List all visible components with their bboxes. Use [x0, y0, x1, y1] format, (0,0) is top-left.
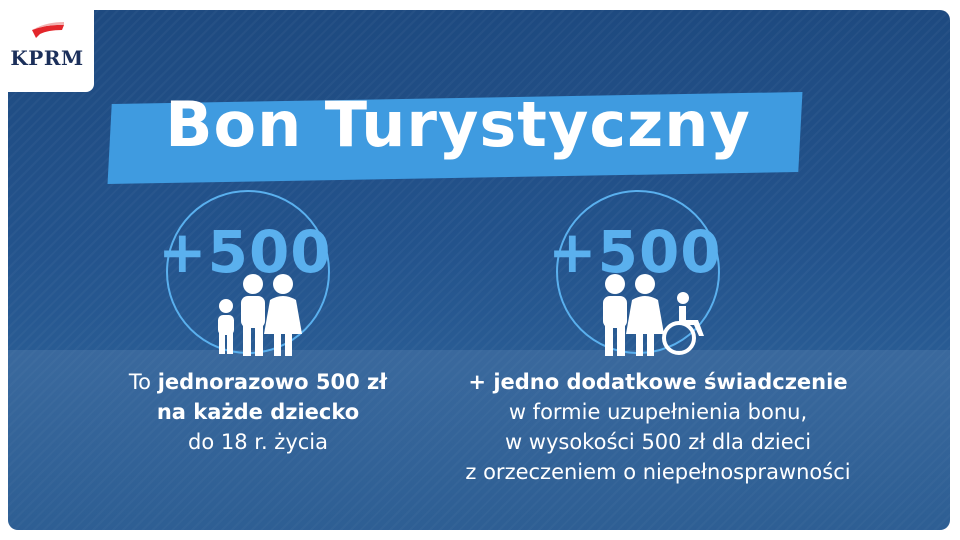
left-caption: To jednorazowo 500 zł na każde dziecko d…	[98, 367, 418, 457]
caption-text: w formie uzupełnienia bonu,	[508, 400, 808, 424]
flag-icon	[32, 22, 64, 38]
caption-text: To	[128, 370, 152, 394]
logo-text: KPRM	[10, 46, 84, 70]
infographic-card: Bon Turystyczny +500 +500 To jednorazowo…	[8, 10, 950, 530]
kprm-logo[interactable]: KPRM	[0, 0, 94, 92]
caption-bold: na każde dziecko	[156, 400, 360, 424]
caption-bold: jednorazowo 500 zł	[157, 370, 388, 394]
background-photo	[8, 350, 950, 530]
page-title: Bon Turystyczny	[165, 88, 751, 161]
family-icon	[218, 274, 302, 356]
caption-text: do 18 r. życia	[187, 430, 328, 454]
caption-text: w wysokości 500 zł dla dzieci	[504, 430, 812, 454]
right-caption: + jedno dodatkowe świadczenie w formie u…	[398, 367, 918, 487]
caption-bold: + jedno dodatkowe świadczenie	[468, 370, 848, 394]
left-amount: +500	[158, 218, 332, 286]
caption-text: z orzeczeniem o niepełnosprawności	[465, 460, 851, 484]
family-wheelchair-icon	[603, 274, 704, 356]
right-amount: +500	[548, 218, 722, 286]
